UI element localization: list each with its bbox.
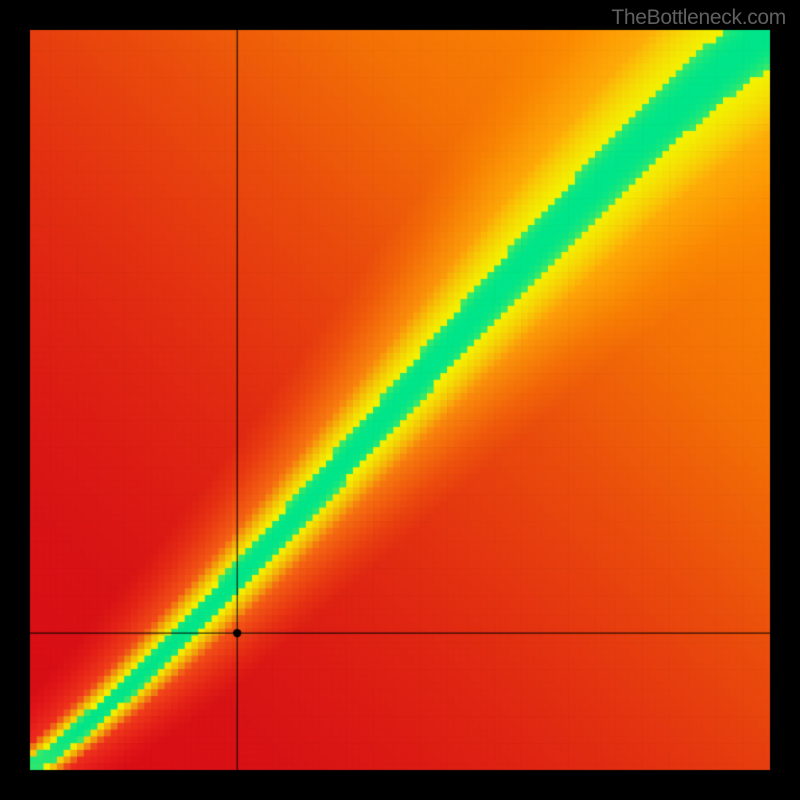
heatmap-canvas bbox=[0, 0, 800, 800]
attribution-label: TheBottleneck.com bbox=[611, 6, 786, 30]
heatmap-canvas-wrap bbox=[0, 0, 800, 800]
chart-container: TheBottleneck.com bbox=[0, 0, 800, 800]
